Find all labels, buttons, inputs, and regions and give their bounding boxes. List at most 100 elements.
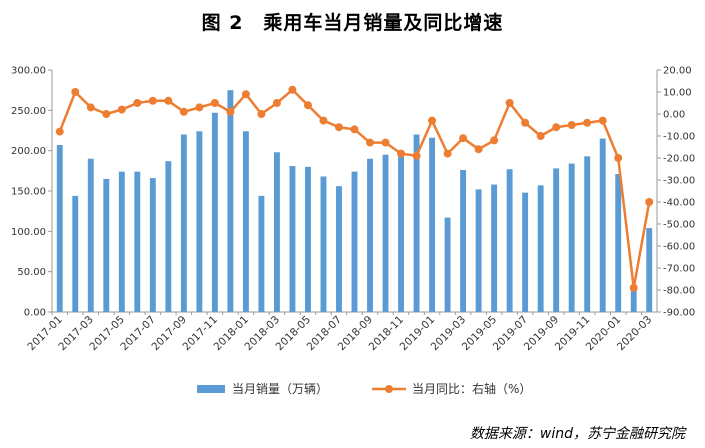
bar [149,178,156,312]
bar [320,176,327,312]
y-right-tick-label: -40.00 [663,198,695,209]
y-left-tick-label: 0.00 [24,308,46,319]
legend-line-label: 当月同比：右轴（%） [412,381,531,396]
line-point [443,149,452,158]
y-right-tick-label: -80.00 [663,286,695,297]
line-point [117,105,126,114]
line-point [474,145,483,154]
bar [118,171,125,312]
bar [227,90,234,313]
legend-bar-label: 当月销量（万辆） [232,382,328,396]
y-right-tick-label: -90.00 [663,308,695,319]
y-right-tick-label: -70.00 [663,264,695,275]
bar [351,171,358,312]
line-point [288,85,297,94]
bar [258,195,265,312]
line-point [195,103,204,112]
y-left-tick-label: 250.00 [11,106,46,117]
line-point [272,99,281,107]
line-point [521,118,530,127]
bar [475,189,482,312]
bar [429,137,436,312]
bar [460,170,467,312]
y-right-tick-label: 20.00 [663,66,692,77]
bar [165,161,172,312]
y-right-tick-label: -60.00 [663,242,695,253]
line-point [319,116,328,125]
bar [615,174,622,312]
bar [211,112,218,313]
line-point [614,154,623,162]
y-left-tick-label: 300.00 [11,66,46,77]
bar [56,145,63,312]
y-right-tick-label: -10.00 [663,132,695,143]
y-left-tick-label: 100.00 [11,227,46,238]
line-point [412,151,421,160]
y-left-tick-label: 50.00 [17,267,46,278]
bar [413,134,420,312]
line-point [350,125,359,134]
line-point [226,107,235,116]
line-point [71,88,80,96]
line-point [210,99,219,107]
line-point [629,283,638,292]
bar [134,171,141,312]
bar [599,138,606,312]
y-right-tick-label: -20.00 [663,154,695,165]
line-point [598,116,607,125]
bar-series [56,90,653,313]
source-note: 数据来源：wind，苏宁金融研究院 [469,426,685,442]
line-point [303,101,312,110]
bar [506,169,513,312]
line-point [241,90,250,99]
legend-line-marker [385,385,393,393]
bar [553,168,560,312]
line-point [102,110,111,118]
y-right-tick-label: -50.00 [663,220,695,231]
bar [444,217,451,312]
y-right-tick-label: 0.00 [663,110,685,121]
line-series [55,85,654,292]
bar [568,163,575,312]
line-point [536,132,545,140]
bar [491,184,498,312]
line-point [583,118,592,127]
bar [242,131,249,312]
line-point [490,136,499,145]
bar [584,156,591,312]
line-point [55,127,64,136]
x-tick-label: 2020-03 [615,314,655,354]
bar [289,165,296,312]
line-point [366,138,375,147]
bar [367,158,373,312]
bar [398,152,404,312]
line-point [148,96,157,105]
bar [630,291,637,312]
y-right-tick-label: 10.00 [663,88,692,99]
y-left-tick-label: 200.00 [11,146,46,157]
line-point [334,123,343,132]
bar [522,192,529,312]
line-point [645,198,654,206]
bar [72,195,79,312]
bar [103,178,110,312]
bar [180,134,187,312]
line-point [428,116,437,125]
line-point [164,96,173,105]
bar [196,131,203,312]
y-right-tick-label: -30.00 [663,176,695,187]
bar [646,228,653,312]
bar [273,152,280,312]
line-point [505,99,514,107]
line-point [86,103,95,112]
legend: 当月销量（万辆） 当月同比：右轴（%） [197,381,531,396]
line-point [567,121,576,129]
y-left-tick-label: 150.00 [11,187,46,198]
bar [537,185,544,312]
line-point [381,138,390,147]
chart-title: 图 2 乘用车当月销量及同比增速 [201,12,504,34]
bar [305,166,311,312]
legend-bar-swatch [197,385,225,393]
